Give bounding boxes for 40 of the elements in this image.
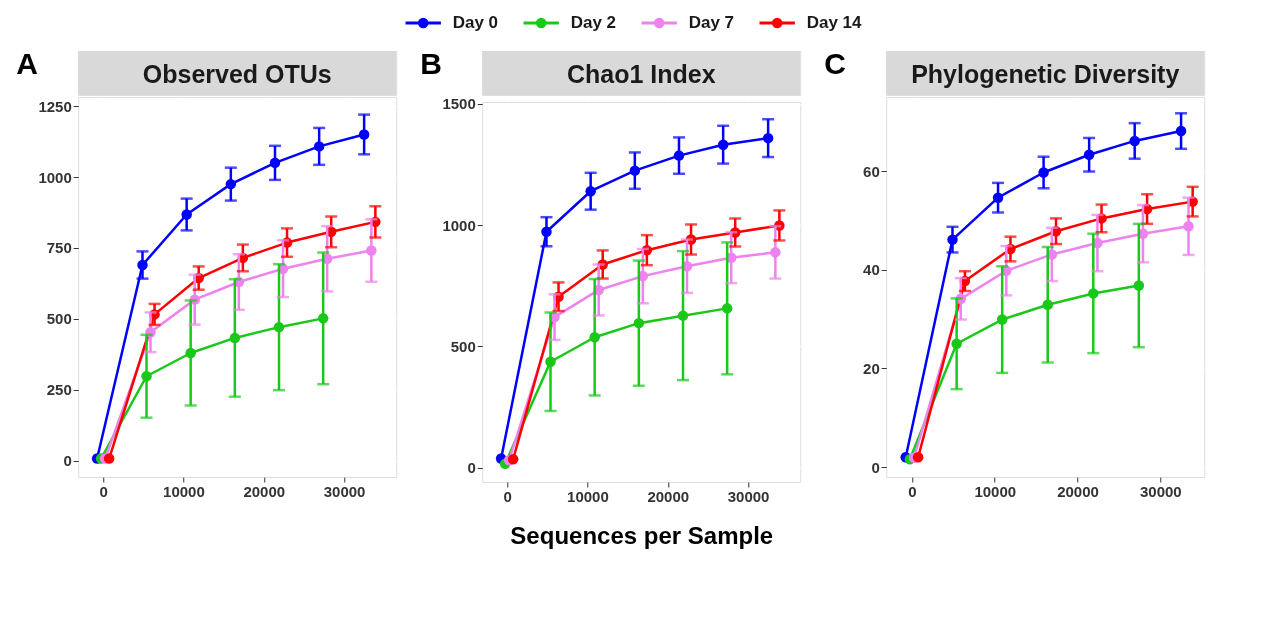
x-tick-label: 20000: [243, 482, 286, 500]
y-tick-label: 500: [46, 310, 72, 328]
y-tick-label: 60: [863, 162, 880, 180]
chart-title: Chao1 Index: [566, 60, 716, 88]
legend-label: Day 0: [452, 13, 499, 32]
y-tick-label: 750: [46, 239, 72, 257]
chart-title: Observed OTUs: [142, 60, 332, 88]
y-tick-label: 1000: [38, 168, 72, 186]
x-tick-label: 30000: [1140, 482, 1182, 500]
text: A: [16, 47, 38, 80]
text: C: [824, 47, 846, 80]
x-tick-label: 30000: [323, 482, 366, 500]
x-tick-label: 0: [99, 482, 108, 500]
y-tick-label: 1250: [38, 97, 72, 115]
point: [507, 453, 519, 465]
x-tick-label: 0: [908, 482, 917, 500]
y-tick-label: 0: [467, 459, 476, 477]
x-tick-label: 30000: [727, 487, 770, 505]
y-tick-label: 250: [46, 381, 72, 399]
x-axis-title: Sequences per Sample: [510, 521, 774, 549]
y-tick-label: 500: [450, 337, 476, 355]
x-tick-label: 20000: [647, 487, 690, 505]
x-tick-label: 10000: [567, 487, 609, 505]
y-tick-label: 1000: [442, 216, 476, 234]
legend-label: Day 2: [570, 13, 617, 32]
x-tick-label: 0: [503, 487, 512, 505]
y-tick-label: 1500: [442, 95, 476, 113]
y-tick-label: 0: [63, 452, 72, 470]
x-tick-label: 20000: [1057, 482, 1099, 500]
y-tick-label: 40: [863, 261, 880, 279]
chart-title: Phylogenetic Diversity: [911, 60, 1180, 88]
legend-label: Day 7: [688, 13, 735, 32]
legend-label: Day 14: [806, 13, 863, 32]
point: [103, 453, 115, 464]
x-tick-label: 10000: [163, 482, 205, 500]
x-tick-label: 10000: [974, 482, 1017, 500]
y-tick-label: 0: [871, 458, 880, 476]
text: B: [420, 47, 442, 80]
y-tick-label: 20: [863, 359, 880, 377]
point: [912, 452, 924, 463]
